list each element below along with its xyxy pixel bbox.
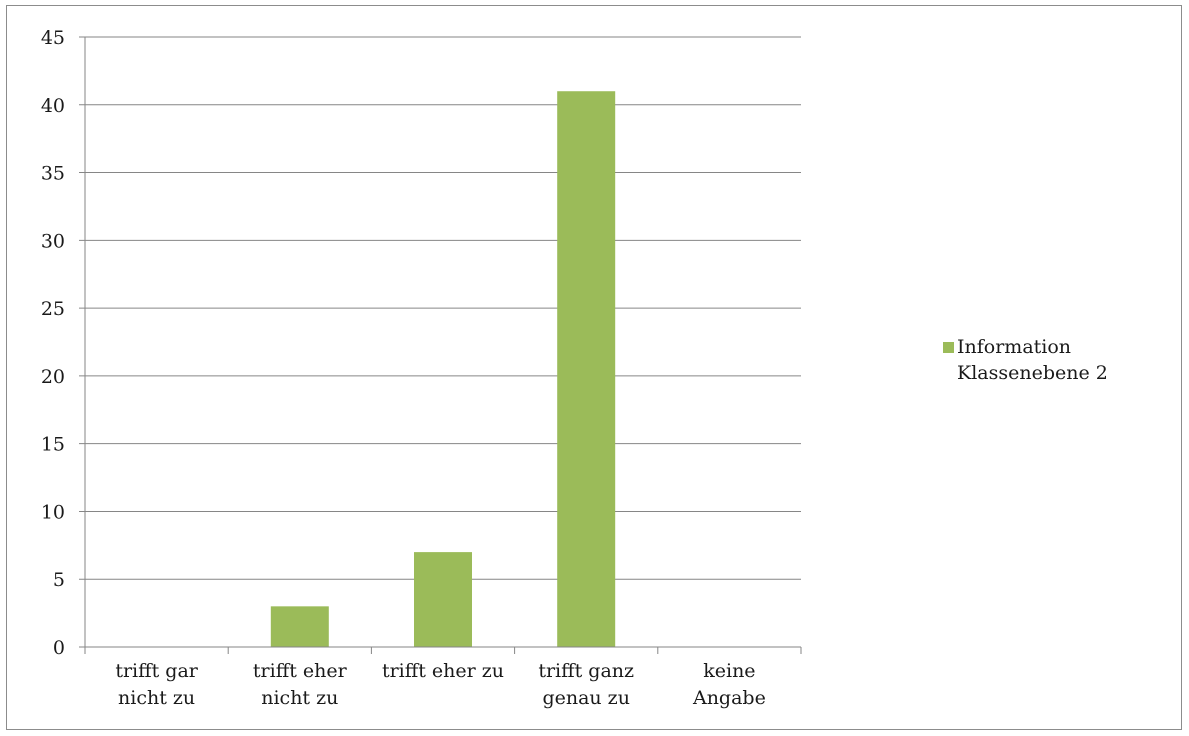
y-tick-label: 35 bbox=[41, 163, 65, 185]
y-tick-label: 45 bbox=[41, 27, 65, 49]
y-tick-label: 5 bbox=[53, 569, 65, 591]
y-tick-label: 0 bbox=[53, 637, 65, 659]
bar bbox=[271, 606, 329, 647]
y-tick-label: 40 bbox=[41, 95, 65, 117]
y-tick-label: 30 bbox=[41, 230, 65, 252]
y-tick-label: 10 bbox=[41, 501, 65, 523]
gridlines bbox=[79, 37, 801, 579]
x-tick-label: trifft gar nicht zu bbox=[115, 660, 198, 709]
legend-swatch bbox=[943, 342, 954, 353]
x-tick-label: trifft ganz genau zu bbox=[538, 660, 634, 709]
chart-frame: 0 5 10 15 20 25 30 35 40 45 trifft gar nicht zu tri… bbox=[6, 5, 1182, 730]
y-tick-labels: 0 5 10 15 20 25 30 35 40 45 bbox=[41, 27, 65, 659]
y-tick-label: 20 bbox=[41, 366, 65, 388]
legend-label: Information Klassenebene 2 bbox=[957, 336, 1108, 384]
bar bbox=[557, 91, 615, 647]
x-tick-label: keine Angabe bbox=[692, 660, 766, 709]
x-tick-label: trifft eher nicht zu bbox=[253, 660, 348, 709]
legend: Information Klassenebene 2 bbox=[943, 336, 1108, 384]
x-tick-label: trifft eher zu bbox=[382, 660, 504, 682]
y-tick-label: 15 bbox=[41, 434, 65, 456]
bars bbox=[271, 91, 615, 647]
bar bbox=[414, 552, 472, 647]
x-tick-labels: trifft gar nicht zu trifft eher nicht zu tri… bbox=[115, 660, 766, 709]
y-tick-label: 25 bbox=[41, 298, 65, 320]
